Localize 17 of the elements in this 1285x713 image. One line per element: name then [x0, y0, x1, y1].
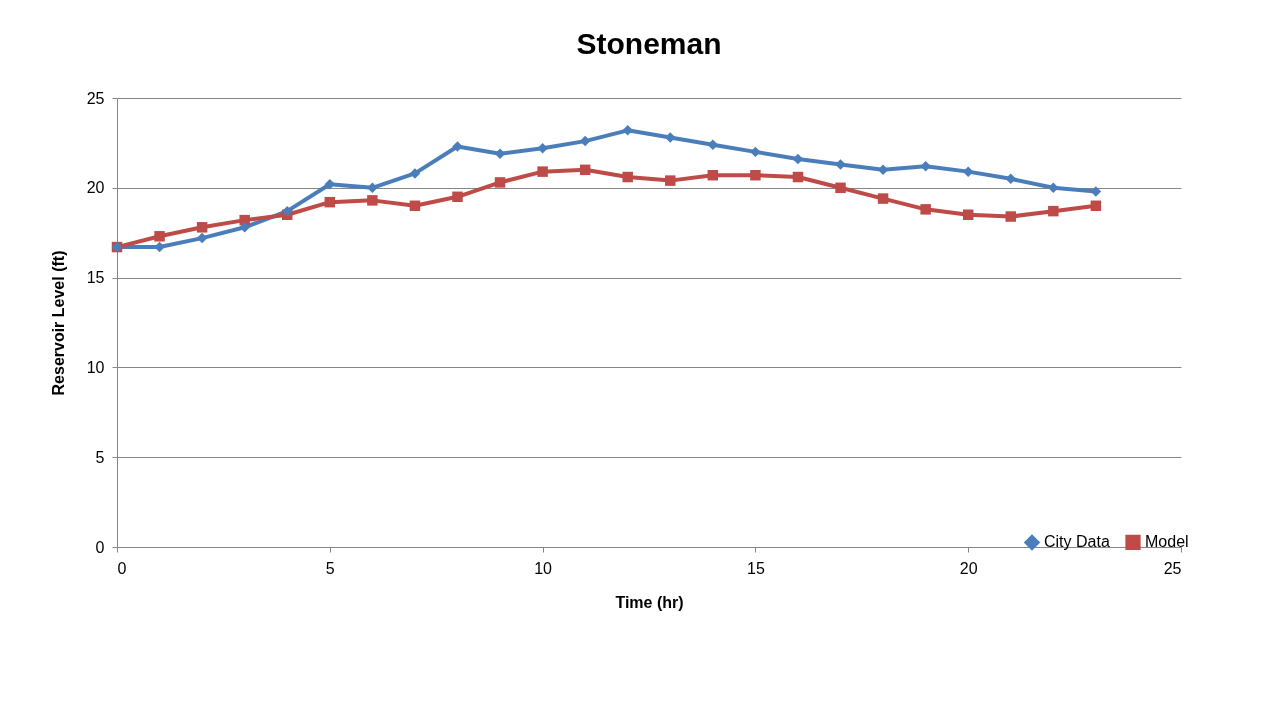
legend-label: City Data — [1044, 533, 1110, 551]
y-tick-label: 25 — [86, 89, 105, 107]
y-tick-label: 10 — [86, 358, 105, 376]
y-tick-label: 20 — [86, 179, 105, 197]
legend-label: Model — [1145, 533, 1189, 551]
y-tick-label: 15 — [86, 269, 105, 287]
x-tick-label: 20 — [959, 559, 978, 577]
y-tick-label: 0 — [95, 538, 105, 556]
x-tick-label: 10 — [534, 559, 553, 577]
x-tick-label: 0 — [117, 559, 127, 577]
x-tick-label: 25 — [1163, 559, 1182, 577]
x-tick-label: 15 — [747, 559, 765, 577]
y-tick-label: 5 — [95, 448, 105, 466]
chart-title: Stoneman — [576, 27, 722, 60]
x-axis-title: Time (hr) — [615, 593, 684, 611]
y-axis-title: Reservoir Level (ft) — [49, 250, 67, 396]
x-tick-label: 5 — [325, 559, 335, 577]
